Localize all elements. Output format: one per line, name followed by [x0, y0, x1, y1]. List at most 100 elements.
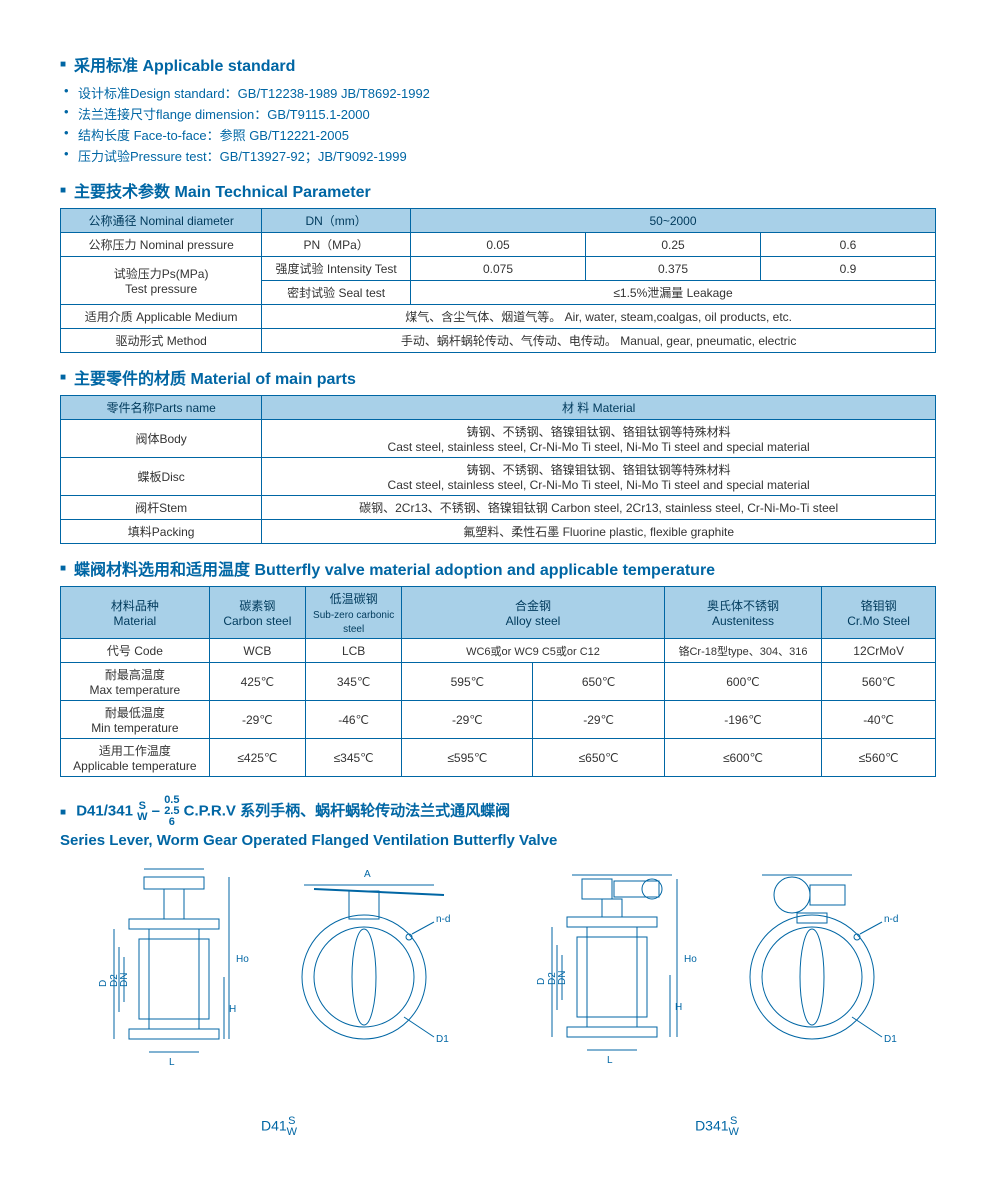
section-header-material: 主要零件的材质 Material of main parts	[60, 365, 936, 389]
cell: 0.6	[761, 233, 936, 257]
cell: 阀杆Stem	[61, 496, 262, 520]
cell: 345℃	[306, 663, 402, 701]
svg-text:Ho: Ho	[684, 954, 697, 965]
cell: ≤345℃	[306, 739, 402, 777]
cell: 强度试验 Intensity Test	[262, 257, 411, 281]
diagram-label: D341SW	[532, 1116, 902, 1138]
cell: 阀体Body	[61, 420, 262, 458]
cell: ≤650℃	[533, 739, 664, 777]
svg-text:H: H	[229, 1004, 236, 1015]
cell: 氟塑料、柔性石墨 Fluorine plastic, flexible grap…	[262, 520, 936, 544]
cell: 铸钢、不锈钢、铬镍钼钛钢、铬钼钛钢等特殊材料Cast steel, stainl…	[262, 458, 936, 496]
cell: 奥氏体不锈钢Austenitess	[664, 587, 822, 639]
svg-text:A: A	[364, 869, 371, 880]
svg-text:D1: D1	[884, 1034, 897, 1045]
cell: WC6或or WC9 C5或or C12	[402, 639, 665, 663]
cell: 填料Packing	[61, 520, 262, 544]
cell: 煤气、含尘气体、烟道气等。 Air, water, steam,coalgas,…	[262, 305, 936, 329]
temp-table: 材料品种Material 碳素钢Carbon steel 低温碳钢Sub-zer…	[60, 586, 936, 777]
cell: -40℃	[822, 701, 936, 739]
cell: 合金钢Alloy steel	[402, 587, 665, 639]
cell: 公称通径 Nominal diameter	[61, 209, 262, 233]
cell: 耐最低温度Min temperature	[61, 701, 210, 739]
cell: 密封试验 Seal test	[262, 281, 411, 305]
cell: 650℃	[533, 663, 664, 701]
cell: ≤595℃	[402, 739, 533, 777]
cell: 595℃	[402, 663, 533, 701]
svg-text:L: L	[169, 1057, 175, 1068]
list-item: 压力试验Pressure test：GB/T13927-92；JB/T9092-…	[78, 145, 936, 166]
diagram-label: D41SW	[94, 1116, 464, 1138]
svg-text:n-d: n-d	[436, 914, 450, 925]
cell: 600℃	[664, 663, 822, 701]
list-item: 法兰连接尺寸flange dimension：GB/T9115.1-2000	[78, 103, 936, 124]
cell: 铬钼钢Cr.Mo Steel	[822, 587, 936, 639]
cell: 零件名称Parts name	[61, 396, 262, 420]
cell: ≤560℃	[822, 739, 936, 777]
valve-diagram-icon: D D2 DN B L Ho H A	[94, 867, 464, 1107]
cell: 低温碳钢Sub-zero carbonic steel	[306, 587, 402, 639]
svg-text:B: B	[802, 867, 809, 870]
svg-text:D: D	[98, 980, 109, 987]
cell: 适用介质 Applicable Medium	[61, 305, 262, 329]
cell: -46℃	[306, 701, 402, 739]
cell: DN（mm）	[262, 209, 411, 233]
section-header-temp: 蝶阀材料选用和适用温度 Butterfly valve material ado…	[60, 556, 936, 580]
cell: 试验压力Ps(MPa) Test pressure	[61, 257, 262, 305]
cell: LCB	[306, 639, 402, 663]
section-header-standard: 采用标准 Applicable standard	[60, 52, 936, 76]
valve-diagram-icon: A D D2 DN L Ho H	[532, 867, 902, 1107]
cell: 0.25	[586, 233, 761, 257]
svg-text:n-d: n-d	[884, 914, 898, 925]
svg-text:DN: DN	[119, 973, 130, 987]
material-table: 零件名称Parts name 材 料 Material 阀体Body 铸钢、不锈…	[60, 395, 936, 544]
list-item: 结构长度 Face-to-face：参照 GB/T12221-2005	[78, 124, 936, 145]
cell: 材料品种Material	[61, 587, 210, 639]
cell: WCB	[209, 639, 305, 663]
cell: ≤600℃	[664, 739, 822, 777]
diagram-container: D D2 DN B L Ho H A	[60, 867, 936, 1138]
cell: 公称压力 Nominal pressure	[61, 233, 262, 257]
cell: 铸钢、不锈钢、铬镍钼钛钢、铬钼钛钢等特殊材料Cast steel, stainl…	[262, 420, 936, 458]
svg-text:DN: DN	[557, 971, 568, 985]
cell: 碳钢、2Cr13、不锈钢、铬镍钼钛钢 Carbon steel, 2Cr13, …	[262, 496, 936, 520]
svg-text:L: L	[607, 1055, 613, 1066]
cell: 12CrMoV	[822, 639, 936, 663]
cell: 0.9	[761, 257, 936, 281]
standard-list: 设计标准Design standard：GB/T12238-1989 JB/T8…	[60, 82, 936, 166]
svg-text:Ho: Ho	[236, 954, 249, 965]
cell: 耐最高温度Max temperature	[61, 663, 210, 701]
svg-text:D1: D1	[436, 1034, 449, 1045]
cell: 代号 Code	[61, 639, 210, 663]
cell: 适用工作温度Applicable temperature	[61, 739, 210, 777]
cell: 50~2000	[411, 209, 936, 233]
cell: 驱动形式 Method	[61, 329, 262, 353]
list-item: 设计标准Design standard：GB/T12238-1989 JB/T8…	[78, 82, 936, 103]
diagram-d341: A D D2 DN L Ho H	[532, 867, 902, 1138]
svg-text:B: B	[169, 867, 176, 868]
series-subtitle: Series Lever, Worm Gear Operated Flanged…	[60, 832, 936, 849]
cell: 0.075	[411, 257, 586, 281]
cell: 碳素钢Carbon steel	[209, 587, 305, 639]
cell: -29℃	[209, 701, 305, 739]
cell: 蝶板Disc	[61, 458, 262, 496]
svg-text:H: H	[675, 1002, 682, 1013]
cell: ≤425℃	[209, 739, 305, 777]
cell: 铬Cr-18型type、304、316	[664, 639, 822, 663]
section-header-tech: 主要技术参数 Main Technical Parameter	[60, 178, 936, 202]
cell: 材 料 Material	[262, 396, 936, 420]
cell: 0.05	[411, 233, 586, 257]
cell: PN（MPa）	[262, 233, 411, 257]
tech-param-table: 公称通径 Nominal diameter DN（mm） 50~2000 公称压…	[60, 208, 936, 353]
cell: 425℃	[209, 663, 305, 701]
cell: -29℃	[533, 701, 664, 739]
diagram-d41: D D2 DN B L Ho H A	[94, 867, 464, 1138]
cell: -196℃	[664, 701, 822, 739]
cell: -29℃	[402, 701, 533, 739]
svg-text:D: D	[536, 978, 547, 985]
cell: 560℃	[822, 663, 936, 701]
svg-text:A: A	[617, 867, 624, 870]
cell: 手动、蜗杆蜗轮传动、气传动、电传动。 Manual, gear, pneumat…	[262, 329, 936, 353]
cell: 0.375	[586, 257, 761, 281]
cell: ≤1.5%泄漏量 Leakage	[411, 281, 936, 305]
